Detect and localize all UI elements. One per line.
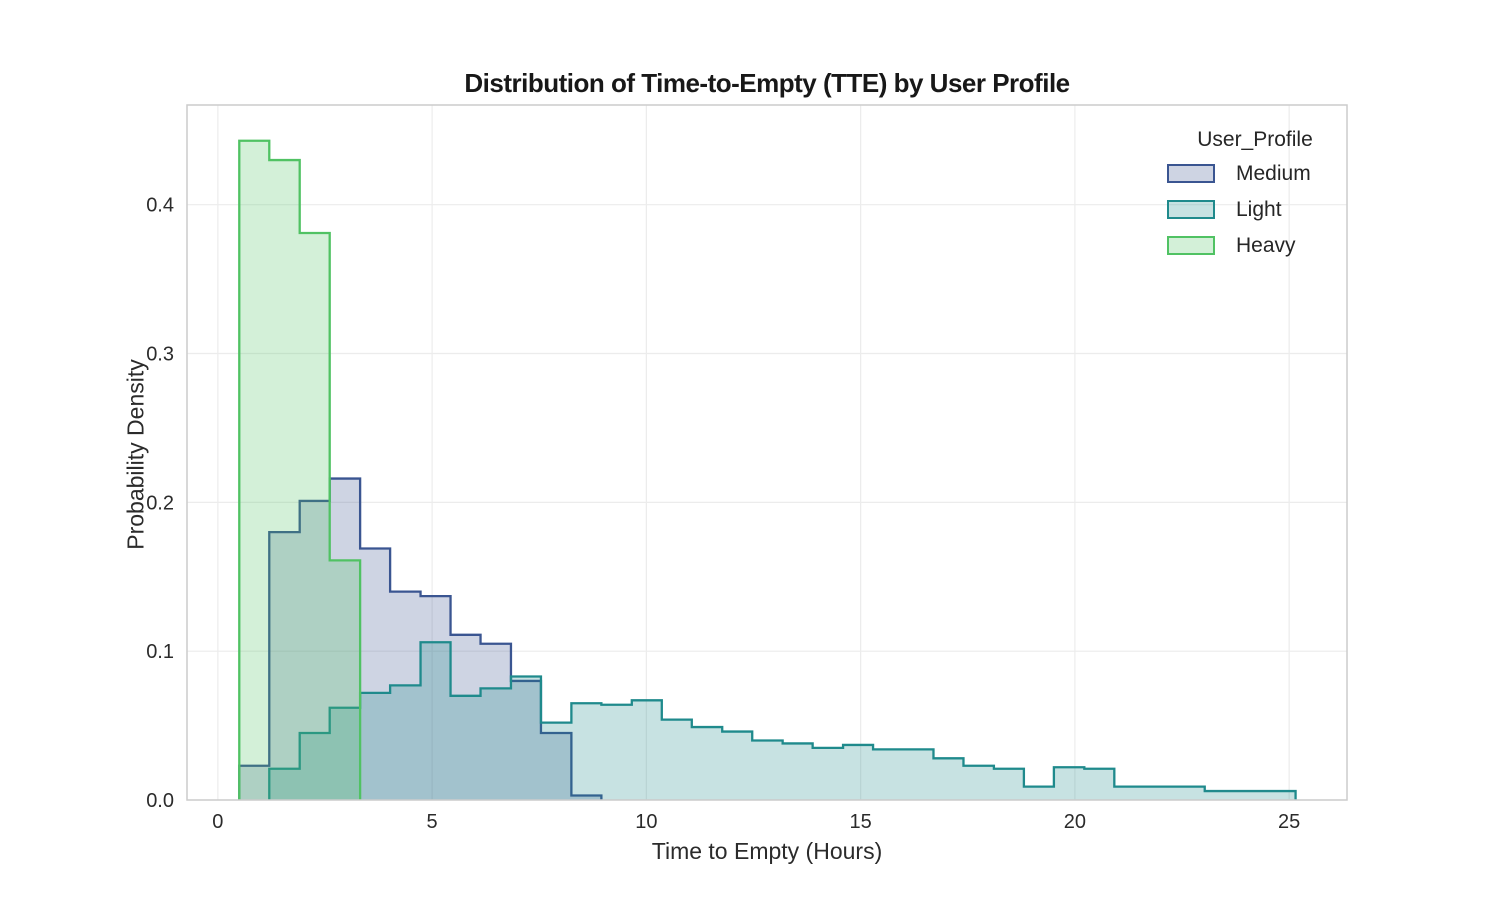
legend-swatch-icon: [1167, 236, 1215, 255]
legend-item-heavy: Heavy: [1150, 234, 1360, 257]
series-outline-light: [268, 641, 1297, 800]
x-tick-label: 25: [1278, 811, 1300, 833]
y-tick-label: 0.1: [146, 641, 174, 663]
y-tick-label: 0.0: [146, 790, 174, 812]
legend-swatch-icon: [1167, 164, 1215, 183]
legend-label: Light: [1236, 197, 1282, 221]
series-fill-heavy: [239, 140, 361, 800]
series-outline-medium: [238, 477, 603, 800]
x-tick-label: 0: [212, 811, 223, 833]
x-tick-label: 15: [850, 811, 872, 833]
legend-item-medium: Medium: [1150, 162, 1360, 185]
y-tick-label: 0.3: [146, 344, 174, 366]
legend-title: User_Profile: [1197, 128, 1313, 151]
x-tick-label: 10: [635, 811, 657, 833]
legend-rows: Medium Light Heavy: [1150, 162, 1360, 257]
y-tick-label: 0.2: [146, 492, 174, 514]
y-axis-label: Probability Density: [122, 359, 149, 550]
series-fill-light: [269, 642, 1296, 800]
legend-label: Medium: [1236, 161, 1311, 185]
x-tick-label: 5: [427, 811, 438, 833]
legend-item-light: Light: [1150, 198, 1360, 221]
legend-swatch-icon: [1167, 200, 1215, 219]
series-outline-heavy: [238, 139, 362, 800]
y-tick-label: 0.4: [146, 195, 174, 217]
legend: User_Profile Medium Light Heavy: [1150, 128, 1360, 270]
legend-label: Heavy: [1236, 233, 1296, 257]
x-tick-label: 20: [1064, 811, 1086, 833]
chart-title: Distribution of Time-to-Empty (TTE) by U…: [464, 68, 1070, 98]
plot-border: [186, 104, 1348, 801]
x-axis-label: Time to Empty (Hours): [651, 838, 883, 864]
